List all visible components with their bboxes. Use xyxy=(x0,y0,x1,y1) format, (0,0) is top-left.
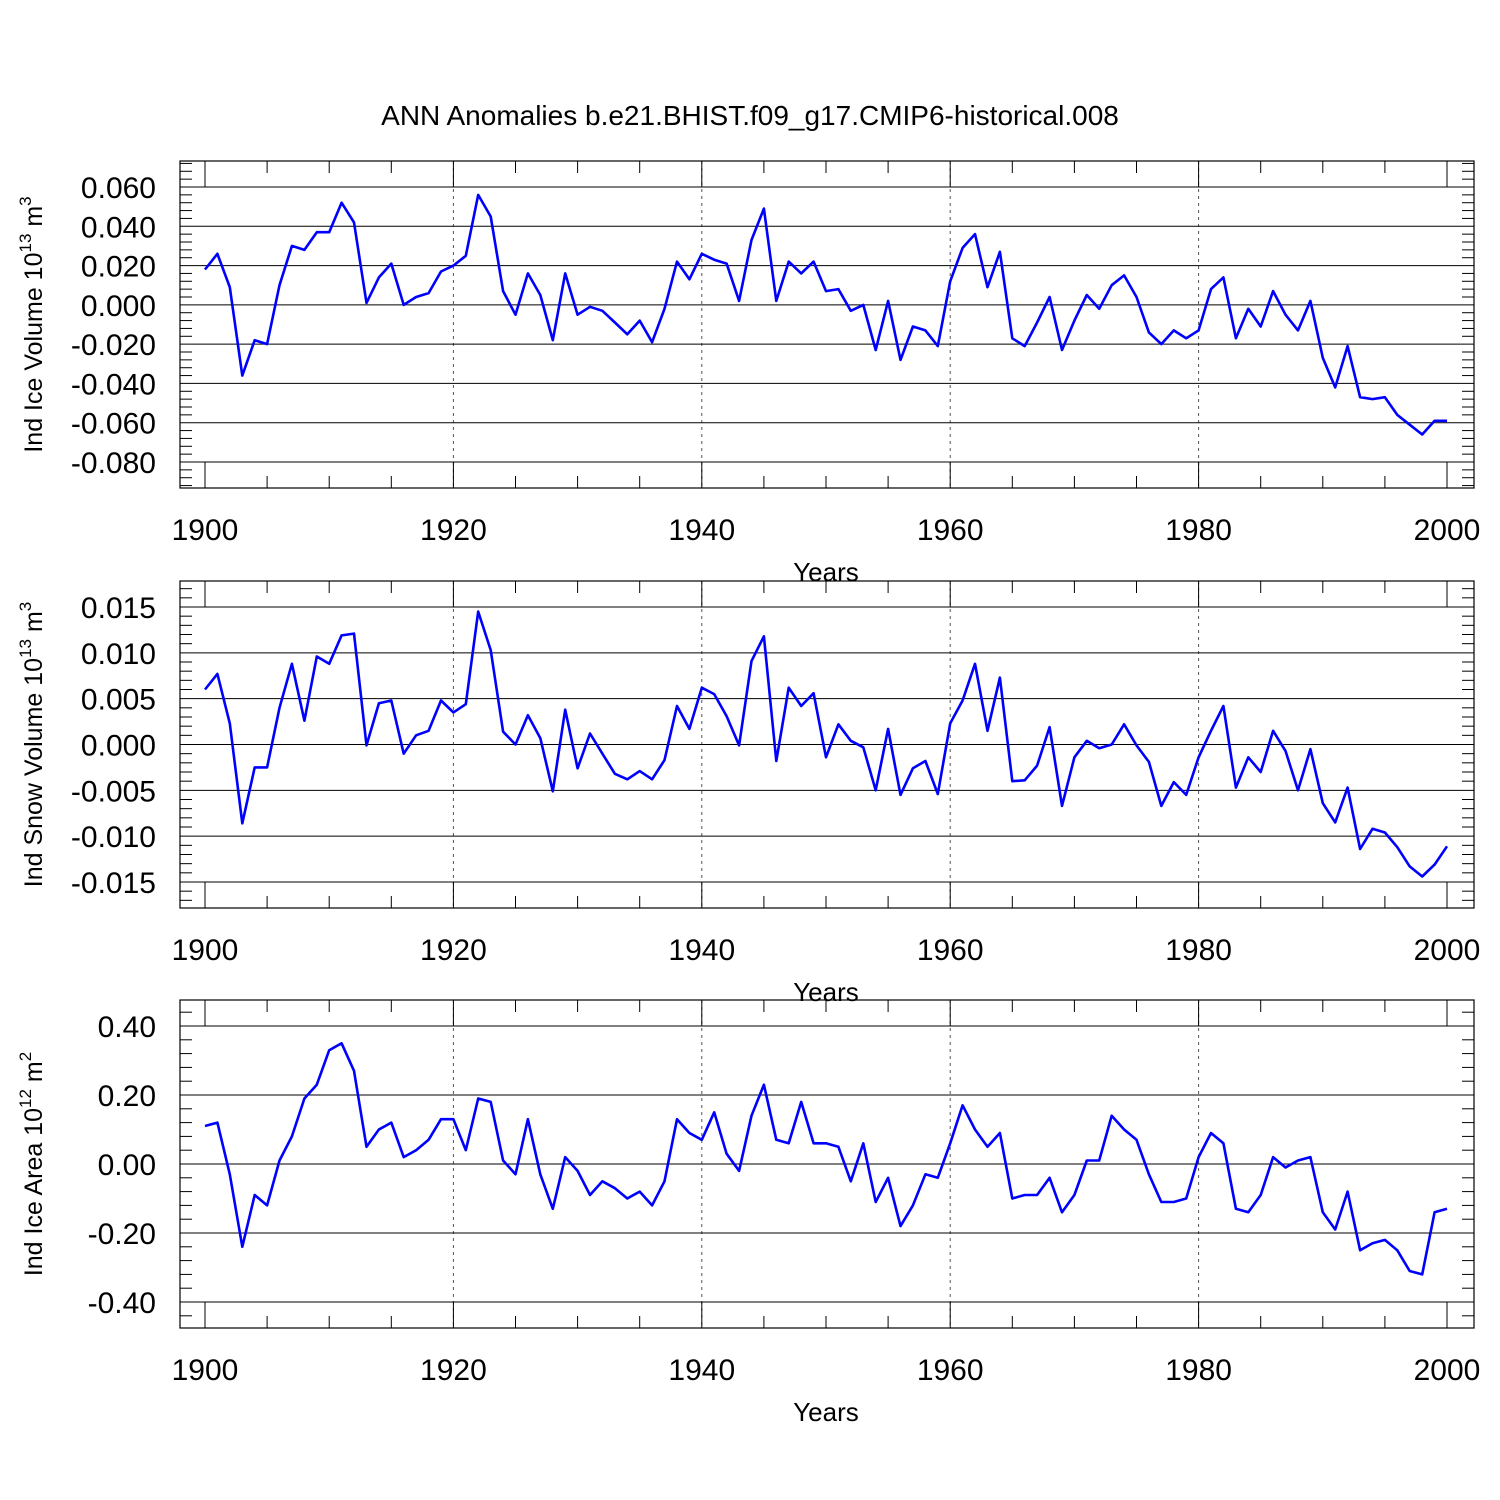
x-tick-label: 1920 xyxy=(420,934,487,967)
panel-snow-volume: 0.015 0.010 0.005 0.000 -0.005 -0.010 -0.015 19… xyxy=(16,580,1481,1007)
x-tick-label: 2000 xyxy=(1414,934,1481,967)
x-tick-label: 2000 xyxy=(1414,514,1481,547)
y-tick-label: 0.000 xyxy=(81,730,156,763)
x-tick-label: 1920 xyxy=(420,514,487,547)
x-tick-label: 1960 xyxy=(917,514,984,547)
y-tick-label: 0.060 xyxy=(81,172,156,205)
y-tick-label: 0.20 xyxy=(98,1080,156,1113)
y-tick-label: 0.015 xyxy=(81,592,156,625)
x-tick-label: 1960 xyxy=(917,1354,984,1387)
x-tick-label: 1900 xyxy=(172,1354,239,1387)
plot-frame xyxy=(179,160,1475,489)
y-axis-title: Ind Ice Volume 1013 m3 xyxy=(16,196,48,452)
y-axis-title: Ind Ice Area 1012 m2 xyxy=(16,1052,48,1276)
x-tick-label: 1980 xyxy=(1165,1354,1232,1387)
y-tick-label: -0.020 xyxy=(71,329,156,362)
x-tick-label: 1900 xyxy=(172,514,239,547)
y-tick-label: 0.040 xyxy=(81,211,156,244)
panel-ice-volume: 0.060 0.040 0.020 0.000 -0.020 -0.040 -0.060 -0… xyxy=(16,160,1481,587)
y-tick-label: 0.010 xyxy=(81,638,156,671)
x-tick-label: 1960 xyxy=(917,934,984,967)
y-tick-label: -0.40 xyxy=(88,1287,156,1320)
y-tick-label: 0.000 xyxy=(81,290,156,323)
x-tick-label: 1980 xyxy=(1165,514,1232,547)
x-tick-label: 1920 xyxy=(420,1354,487,1387)
x-tick-label: 1940 xyxy=(668,1354,735,1387)
main-title: ANN Anomalies b.e21.BHIST.f09_g17.CMIP6-… xyxy=(381,100,1119,131)
series-line xyxy=(203,193,1447,436)
x-tick-label: 1940 xyxy=(668,514,735,547)
x-tick-label: 1980 xyxy=(1165,934,1232,967)
y-tick-label: 0.00 xyxy=(98,1149,156,1182)
y-tick-label: 0.40 xyxy=(98,1011,156,1044)
y-tick-label: 0.020 xyxy=(81,251,156,284)
series-line xyxy=(204,1042,1448,1276)
y-tick-label: 0.005 xyxy=(81,684,156,717)
x-tick-label: 1900 xyxy=(172,934,239,967)
y-tick-label: -0.010 xyxy=(71,821,156,854)
y-tick-label: -0.005 xyxy=(71,775,156,808)
x-axis-title: Years xyxy=(793,1397,859,1427)
y-tick-label: -0.060 xyxy=(71,408,156,441)
y-tick-label: -0.015 xyxy=(71,867,156,900)
y-tick-label: -0.040 xyxy=(71,368,156,401)
y-tick-label: -0.20 xyxy=(88,1218,156,1251)
y-tick-label: -0.080 xyxy=(71,447,156,480)
x-tick-label: 1940 xyxy=(668,934,735,967)
y-axis-title: Ind Snow Volume 1013 m3 xyxy=(16,602,48,888)
series-line xyxy=(203,610,1449,878)
x-tick-label: 2000 xyxy=(1414,1354,1481,1387)
panel-ice-area: 0.40 0.20 0.00 -0.20 -0.40 1900 1920 1940 1960 19… xyxy=(16,999,1481,1427)
